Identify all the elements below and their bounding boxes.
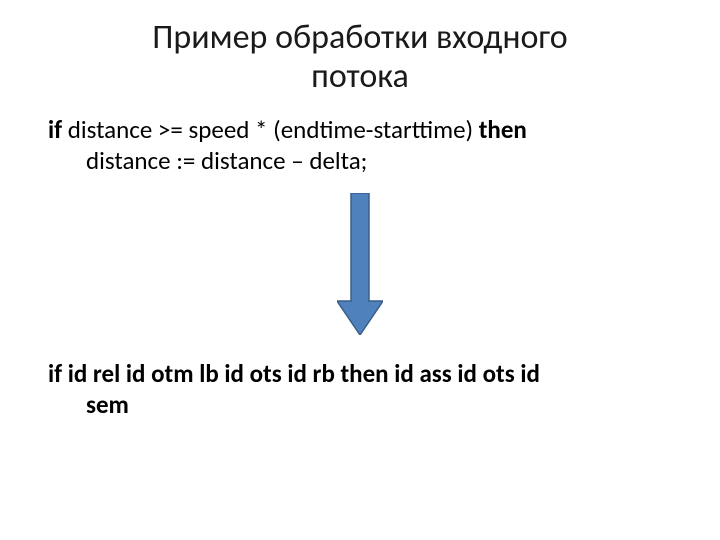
tokens-line-1: if id rel id otm lb id ots id rb then id… <box>48 358 540 389</box>
title-line-2: потока <box>311 56 409 97</box>
slide: Пример обработки входного потока if dist… <box>0 0 720 540</box>
arrow-container <box>48 193 672 342</box>
title-line-1: Пример обработки входного <box>152 17 568 58</box>
token-stream-block: if id rel id otm lb id ots id rb then id… <box>48 358 672 421</box>
tokens-line-2: sem <box>48 389 672 420</box>
statement-text: distance := distance – delta; <box>48 145 672 176</box>
slide-title: Пример обработки входного потока <box>0 0 720 96</box>
arrow-path <box>337 193 383 335</box>
source-code-block: if distance >= speed * (endtime-starttim… <box>48 114 672 177</box>
condition-text: distance >= speed * (endtime-starttime) <box>62 114 479 145</box>
slide-body: if distance >= speed * (endtime-starttim… <box>0 96 720 420</box>
down-arrow-icon <box>337 193 383 335</box>
keyword-then: then <box>479 114 527 145</box>
keyword-if: if <box>48 114 62 145</box>
